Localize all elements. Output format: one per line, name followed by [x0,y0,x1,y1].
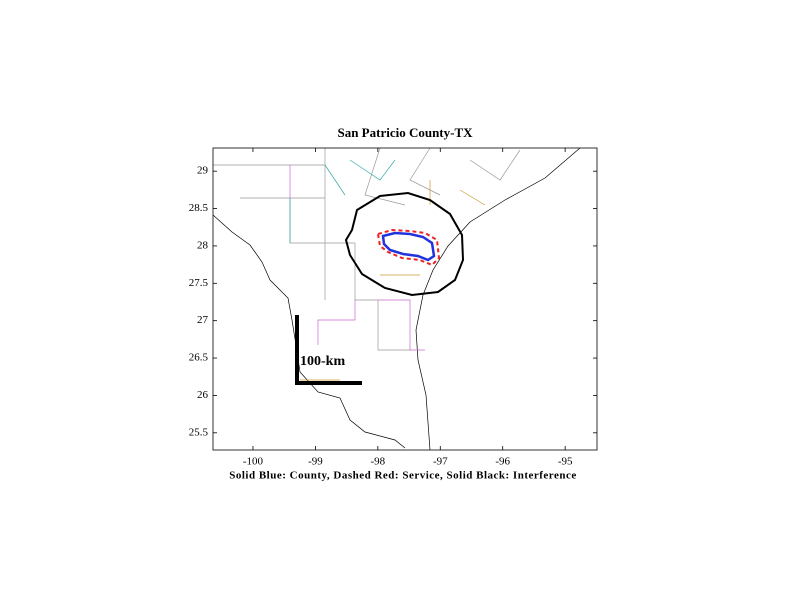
county-lines [213,147,521,351]
scale-bar [295,315,362,385]
county-lines-3 [289,159,396,243]
y-tick-label: 27.5 [189,277,209,289]
y-tick-label: 26.5 [189,352,209,364]
x-tick-label: -95 [558,456,573,468]
coastline [415,147,581,451]
county-outline [381,231,436,262]
y-tick-label: 26 [197,389,209,401]
county-lines-4 [300,180,486,381]
service-contour [376,228,441,267]
county-lines-2 [289,165,425,351]
interference-contour [344,191,465,297]
x-tick-label: -98 [371,456,386,468]
x-tick-label: -96 [495,456,510,468]
y-tick-label: 29 [197,165,209,177]
y-tick-label: 28 [197,239,209,251]
x-axis-label: Solid Blue: County, Dashed Red: Service,… [229,470,577,482]
chart-title: San Patricio County-TX [337,125,473,140]
border [212,214,406,449]
plot-frame [212,147,598,451]
y-tick-label: 27 [197,314,209,326]
x-tick-label: -97 [433,456,448,468]
map-layer [212,147,581,451]
x-tick-label: -100 [243,456,264,468]
y-tick-label: 25.5 [189,426,209,438]
x-tick-label: -99 [308,456,323,468]
y-tick-label: 28.5 [189,202,209,214]
scale-label: 100-km [300,354,345,369]
